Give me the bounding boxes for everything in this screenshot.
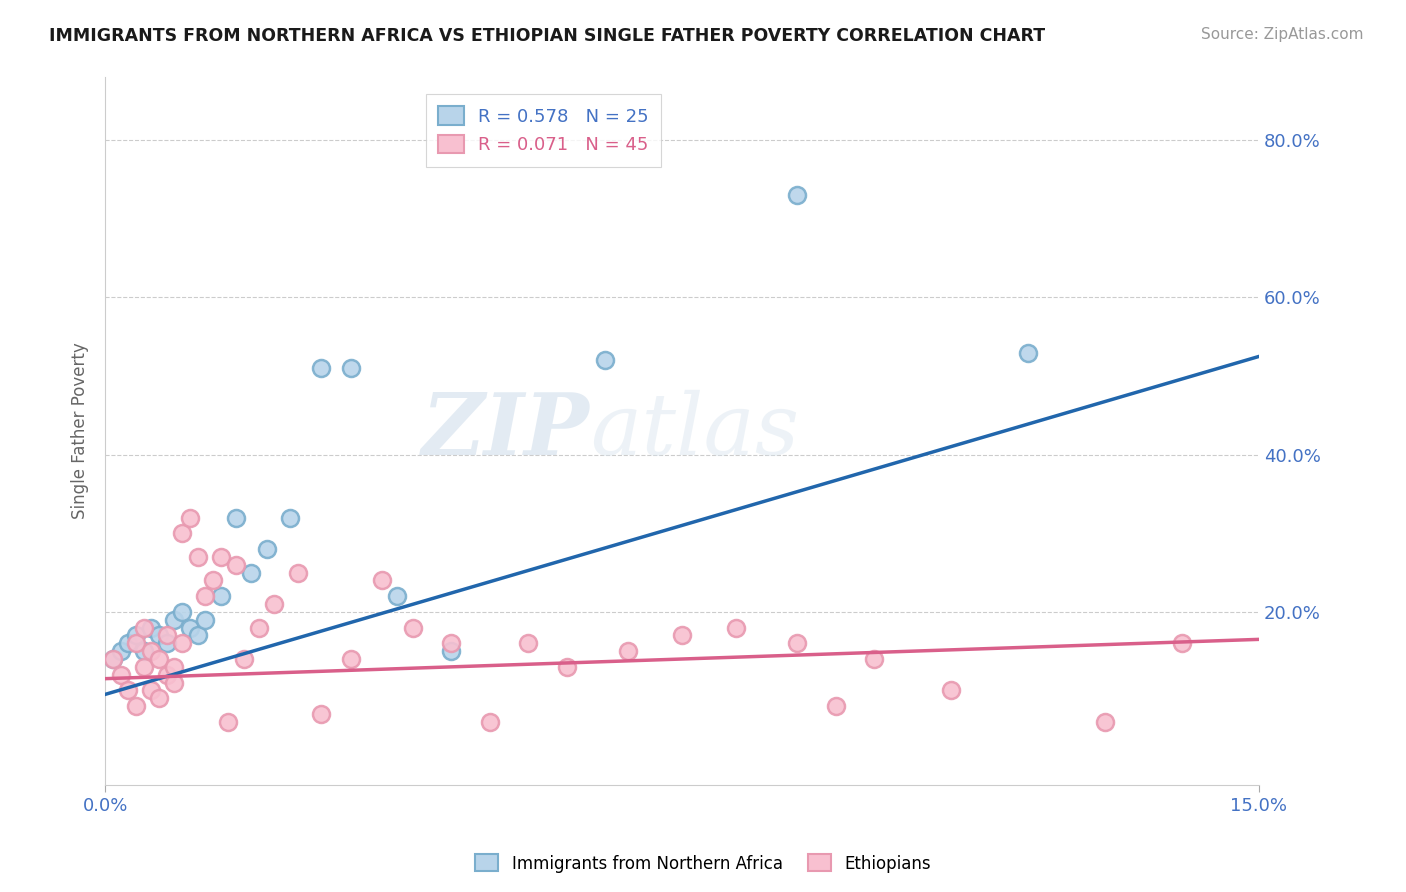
Point: [101, 652, 124, 666]
Text: ZIP: ZIP: [422, 389, 589, 473]
Point: [941, 683, 963, 698]
Point: [517, 636, 540, 650]
Point: [141, 644, 163, 658]
Point: [209, 549, 232, 564]
Point: [263, 597, 285, 611]
Point: [125, 628, 148, 642]
Point: [225, 510, 247, 524]
Point: [194, 589, 217, 603]
Point: [201, 574, 224, 588]
Point: [402, 621, 425, 635]
Point: [825, 699, 848, 714]
Point: [194, 613, 217, 627]
Point: [132, 621, 155, 635]
Point: [148, 628, 170, 642]
Point: [1017, 345, 1039, 359]
Point: [287, 566, 309, 580]
Point: [141, 683, 163, 698]
Point: [256, 541, 278, 556]
Y-axis label: Single Father Poverty: Single Father Poverty: [72, 343, 89, 519]
Point: [593, 353, 616, 368]
Point: [555, 660, 578, 674]
Point: [387, 589, 409, 603]
Point: [1094, 714, 1116, 729]
Point: [478, 714, 501, 729]
Text: IMMIGRANTS FROM NORTHERN AFRICA VS ETHIOPIAN SINGLE FATHER POVERTY CORRELATION C: IMMIGRANTS FROM NORTHERN AFRICA VS ETHIO…: [49, 27, 1045, 45]
Point: [786, 188, 808, 202]
Point: [617, 644, 640, 658]
Point: [179, 510, 201, 524]
Point: [163, 660, 186, 674]
Point: [247, 621, 270, 635]
Text: Source: ZipAtlas.com: Source: ZipAtlas.com: [1201, 27, 1364, 42]
Point: [440, 636, 463, 650]
Point: [186, 549, 208, 564]
Point: [141, 621, 163, 635]
Point: [156, 636, 179, 650]
Legend: Immigrants from Northern Africa, Ethiopians: Immigrants from Northern Africa, Ethiopi…: [468, 847, 938, 880]
Point: [117, 683, 139, 698]
Legend: R = 0.578   N = 25, R = 0.071   N = 45: R = 0.578 N = 25, R = 0.071 N = 45: [426, 94, 661, 167]
Point: [179, 621, 201, 635]
Point: [724, 621, 747, 635]
Point: [232, 652, 254, 666]
Point: [117, 636, 139, 650]
Point: [125, 699, 148, 714]
Point: [110, 644, 132, 658]
Point: [132, 660, 155, 674]
Point: [163, 675, 186, 690]
Point: [110, 667, 132, 681]
Point: [278, 510, 301, 524]
Point: [863, 652, 886, 666]
Point: [172, 605, 194, 619]
Point: [671, 628, 693, 642]
Point: [309, 706, 332, 721]
Point: [340, 652, 363, 666]
Point: [172, 526, 194, 541]
Point: [156, 628, 179, 642]
Point: [371, 574, 394, 588]
Point: [156, 667, 179, 681]
Point: [786, 636, 808, 650]
Point: [148, 652, 170, 666]
Point: [217, 714, 239, 729]
Point: [209, 589, 232, 603]
Point: [172, 636, 194, 650]
Text: atlas: atlas: [589, 390, 799, 473]
Point: [240, 566, 263, 580]
Point: [440, 644, 463, 658]
Point: [225, 558, 247, 572]
Point: [148, 691, 170, 706]
Point: [125, 636, 148, 650]
Point: [1171, 636, 1194, 650]
Point: [309, 361, 332, 376]
Point: [101, 652, 124, 666]
Point: [186, 628, 208, 642]
Point: [340, 361, 363, 376]
Point: [132, 644, 155, 658]
Point: [163, 613, 186, 627]
